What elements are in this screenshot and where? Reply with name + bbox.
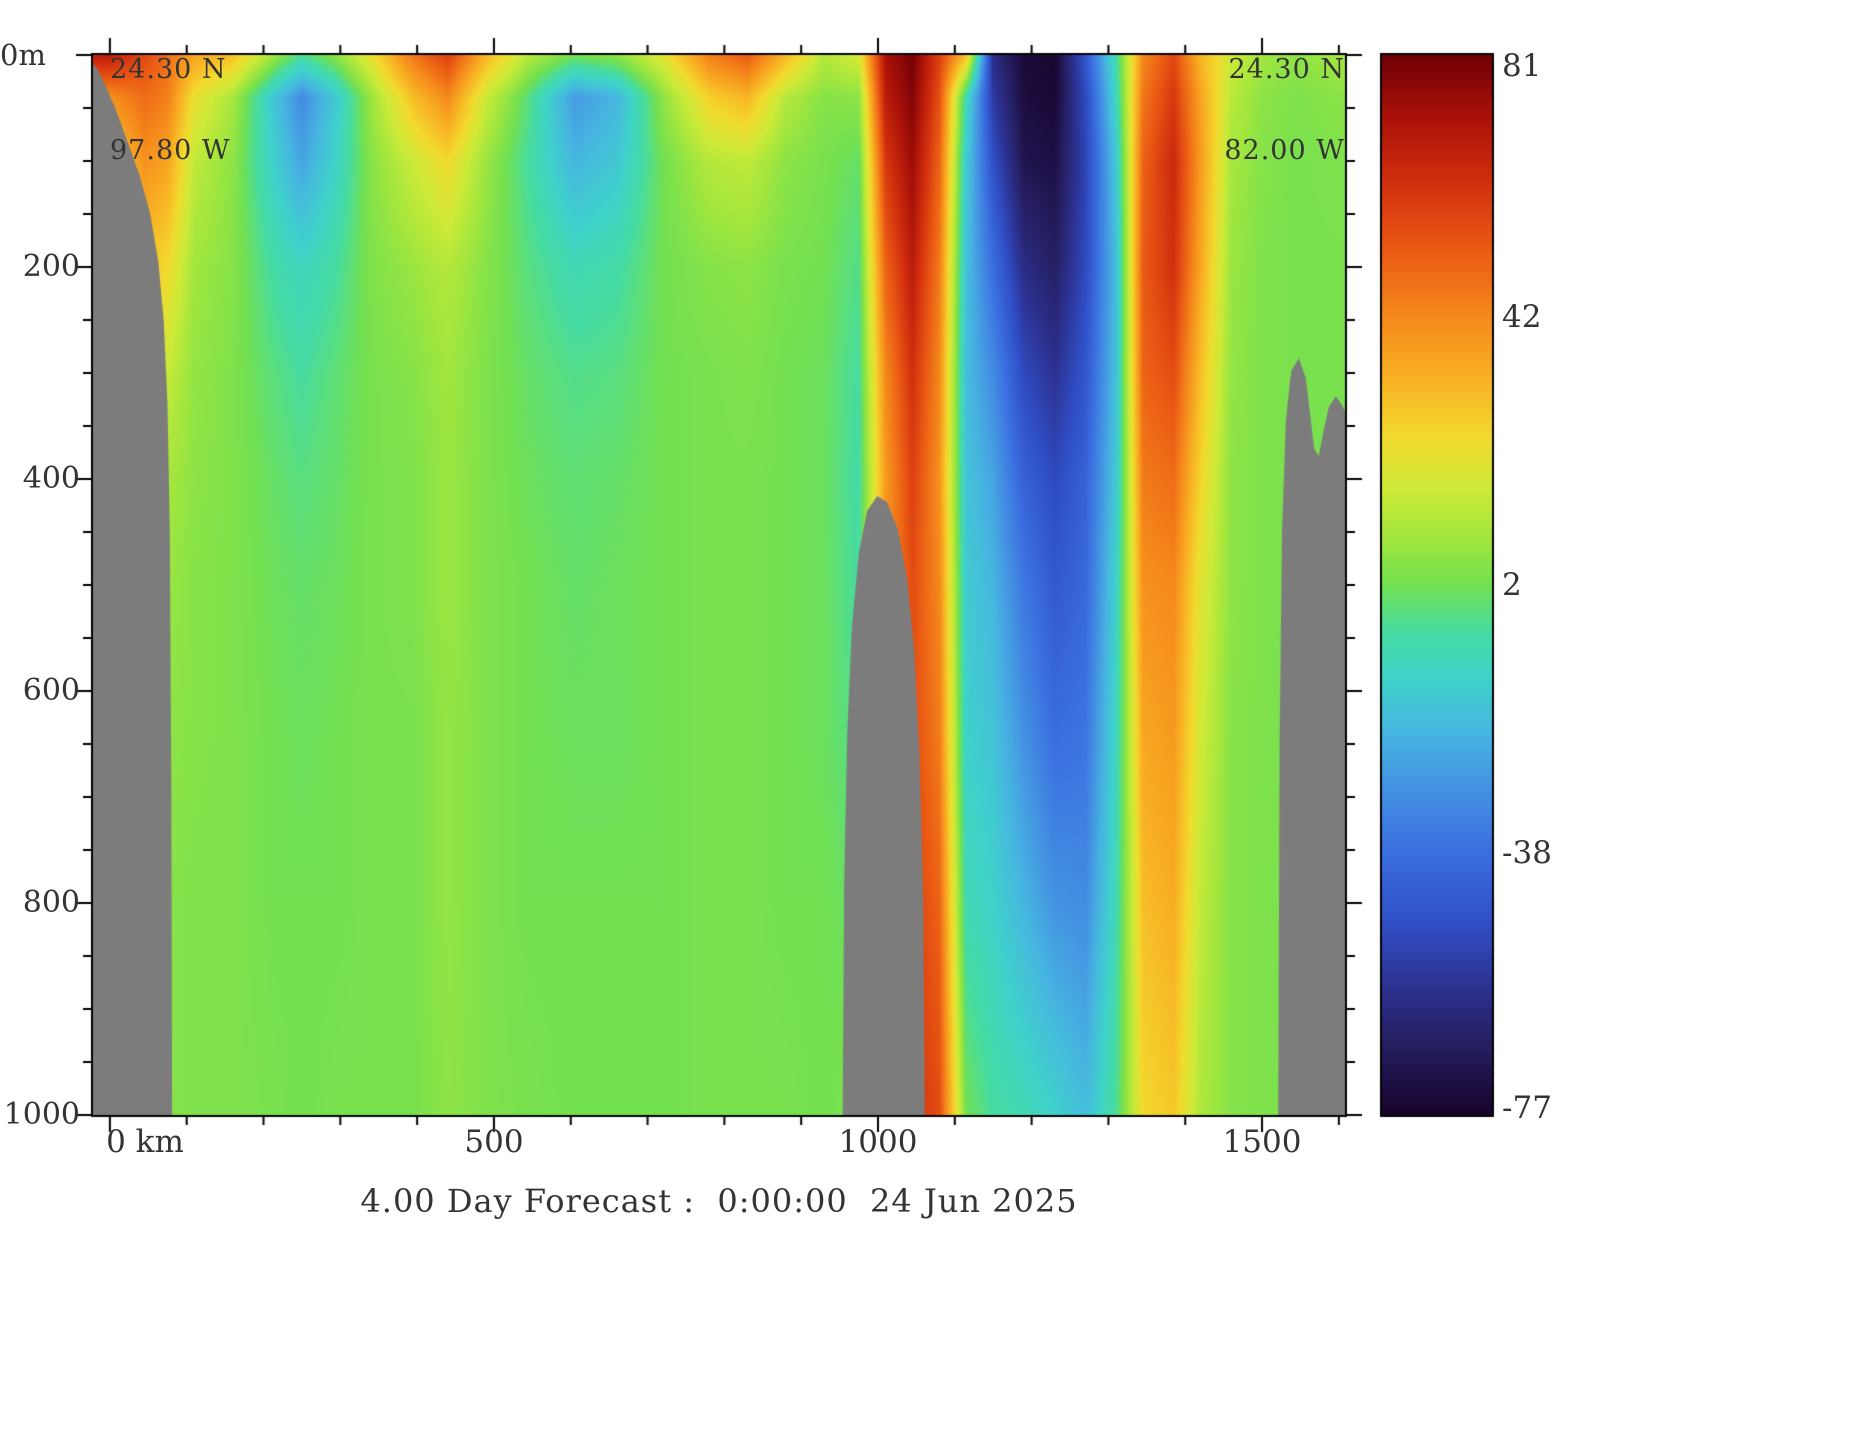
depth-tick-label-600: 600 <box>22 673 80 708</box>
colorbar-tick-label-2: 2 <box>1502 567 1522 603</box>
left-endpoint-coordinates: 24.30 N 97.80 W <box>110 2 231 218</box>
depth-tick-label-800: 800 <box>22 885 80 920</box>
distance-tick-label-0: 0 km <box>106 1124 184 1160</box>
forecast-caption: 4.00 Day Forecast : 0:00:00 24 Jun 2025 <box>360 1182 1078 1220</box>
colorbar-tick-label-81: 81 <box>1502 48 1542 84</box>
depth-tick-label-1000: 1000 <box>3 1097 80 1132</box>
depth-tick-label-200: 200 <box>22 249 80 284</box>
colorbar-tick-label-n38: -38 <box>1502 835 1552 871</box>
left-endpoint-latitude: 24.30 N <box>110 54 227 85</box>
depth-axis-origin-label: 0m <box>0 38 46 72</box>
left-endpoint-longitude: 97.80 W <box>110 135 231 166</box>
colorbar-tick-label-42: 42 <box>1502 299 1542 335</box>
right-endpoint-coordinates: 24.30 N 82.00 W <box>1224 2 1345 218</box>
right-endpoint-longitude: 82.00 W <box>1224 135 1345 166</box>
distance-tick-label-1000: 1000 <box>838 1124 918 1160</box>
distance-tick-label-500: 500 <box>464 1124 524 1160</box>
colorbar-tick-label-n77: -77 <box>1502 1090 1552 1126</box>
distance-tick-label-1500: 1500 <box>1222 1124 1302 1160</box>
depth-tick-label-400: 400 <box>22 461 80 496</box>
right-endpoint-latitude: 24.30 N <box>1228 54 1345 85</box>
